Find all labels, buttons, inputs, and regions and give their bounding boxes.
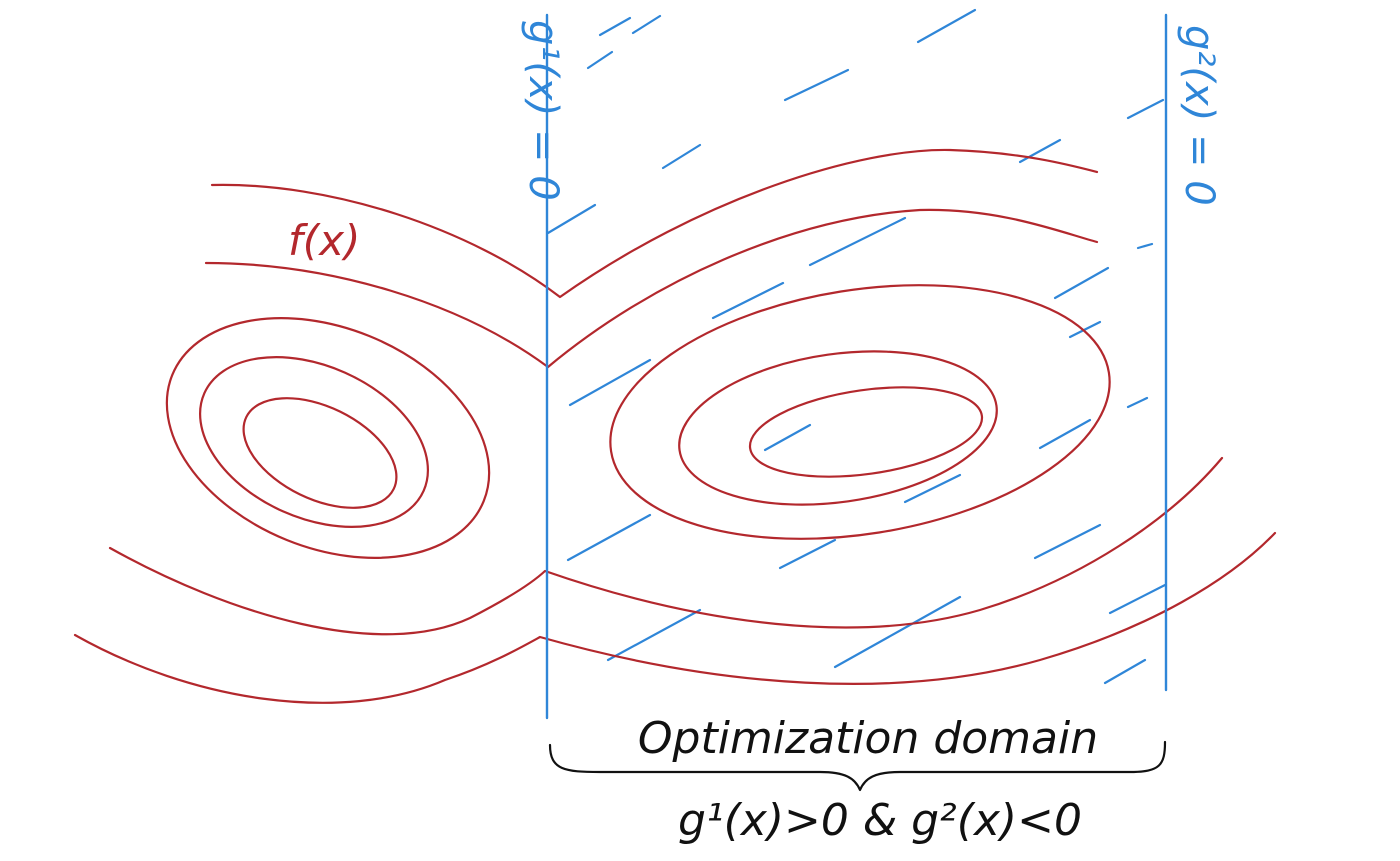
domain-condition: g¹(x)>0 & g²(x)<0 xyxy=(678,795,1082,846)
feasible-region-hatching xyxy=(548,10,1165,683)
contour-left-outer xyxy=(131,273,525,603)
domain-title: Optimization domain xyxy=(638,713,1098,764)
constraint-1-label: g¹(x) = 0 xyxy=(520,20,566,201)
contour-right-outer xyxy=(592,252,1128,572)
contour-lines xyxy=(75,150,1275,703)
contour-right-inner xyxy=(744,374,987,490)
constraint-2-label: g²(x) = 0 xyxy=(1176,25,1222,206)
contour-right-middle xyxy=(669,332,1006,523)
function-label: f(x) xyxy=(288,216,360,265)
contour-bottom-2 xyxy=(75,533,1275,703)
contour-bottom-1 xyxy=(110,458,1222,634)
